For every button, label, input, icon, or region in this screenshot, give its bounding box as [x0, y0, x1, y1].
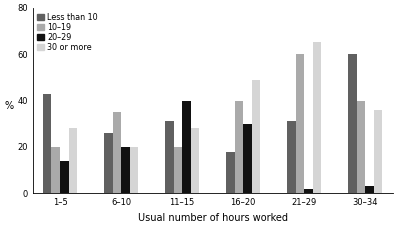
- Bar: [60, 161, 69, 193]
- Bar: [365, 186, 374, 193]
- Bar: [348, 54, 357, 193]
- Bar: [104, 133, 112, 193]
- Bar: [69, 128, 77, 193]
- Bar: [121, 147, 130, 193]
- Bar: [191, 128, 199, 193]
- Bar: [130, 147, 138, 193]
- Bar: [43, 94, 52, 193]
- Bar: [165, 121, 173, 193]
- Legend: Less than 10, 10–19, 20–29, 30 or more: Less than 10, 10–19, 20–29, 30 or more: [37, 12, 98, 53]
- Bar: [226, 152, 235, 193]
- Bar: [313, 42, 322, 193]
- Bar: [173, 147, 182, 193]
- Bar: [357, 101, 365, 193]
- X-axis label: Usual number of hours worked: Usual number of hours worked: [138, 213, 288, 223]
- Y-axis label: %: %: [4, 101, 13, 111]
- Bar: [112, 112, 121, 193]
- Bar: [304, 189, 313, 193]
- Bar: [296, 54, 304, 193]
- Bar: [182, 101, 191, 193]
- Bar: [252, 80, 260, 193]
- Bar: [374, 110, 382, 193]
- Bar: [287, 121, 296, 193]
- Bar: [243, 124, 252, 193]
- Bar: [235, 101, 243, 193]
- Bar: [52, 147, 60, 193]
